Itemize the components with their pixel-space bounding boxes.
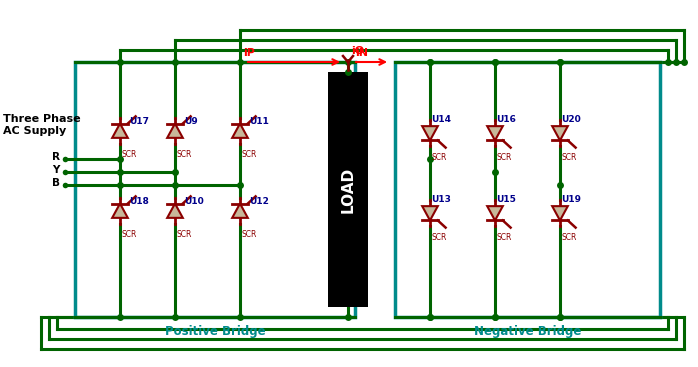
Text: SCR: SCR <box>242 149 257 159</box>
Text: R: R <box>52 152 60 162</box>
Polygon shape <box>112 204 128 218</box>
Bar <box>395 62 660 317</box>
Text: Three Phase: Three Phase <box>3 114 81 124</box>
Text: iN: iN <box>355 48 368 58</box>
Text: SCR: SCR <box>561 153 577 163</box>
Polygon shape <box>112 124 128 138</box>
Bar <box>75 62 355 317</box>
Polygon shape <box>552 206 567 221</box>
Polygon shape <box>422 206 438 221</box>
Polygon shape <box>232 204 248 218</box>
Text: SCR: SCR <box>561 233 577 243</box>
Text: iP: iP <box>243 48 255 58</box>
Text: U20: U20 <box>561 115 581 124</box>
Polygon shape <box>487 126 503 141</box>
Text: U14: U14 <box>431 115 452 124</box>
Text: SCR: SCR <box>121 149 137 159</box>
Text: SCR: SCR <box>177 149 192 159</box>
Text: U18: U18 <box>129 196 149 206</box>
Text: SCR: SCR <box>496 153 512 163</box>
Text: U12: U12 <box>249 196 269 206</box>
Polygon shape <box>168 124 183 138</box>
Text: U16: U16 <box>496 115 517 124</box>
Text: SCR: SCR <box>242 229 257 239</box>
Polygon shape <box>552 126 567 141</box>
Text: U19: U19 <box>561 195 581 204</box>
Text: SCR: SCR <box>121 229 137 239</box>
Text: U15: U15 <box>496 195 517 204</box>
Text: U11: U11 <box>249 116 269 126</box>
Text: SCR: SCR <box>431 153 447 163</box>
Bar <box>328 72 368 307</box>
Text: iO: iO <box>351 46 364 56</box>
Polygon shape <box>232 124 248 138</box>
Text: SCR: SCR <box>431 233 447 243</box>
Text: U13: U13 <box>431 195 451 204</box>
Text: U10: U10 <box>184 196 204 206</box>
Text: LOAD: LOAD <box>341 167 355 212</box>
Polygon shape <box>168 204 183 218</box>
Text: Positive Bridge: Positive Bridge <box>165 325 265 338</box>
Text: Y: Y <box>52 165 60 175</box>
Text: B: B <box>52 178 60 188</box>
Text: AC Supply: AC Supply <box>3 126 66 136</box>
Text: SCR: SCR <box>496 233 512 243</box>
Text: SCR: SCR <box>177 229 192 239</box>
Polygon shape <box>422 126 438 141</box>
Text: Negative Bridge: Negative Bridge <box>474 325 581 338</box>
Text: U17: U17 <box>129 116 149 126</box>
Polygon shape <box>487 206 503 221</box>
Text: U9: U9 <box>184 116 198 126</box>
